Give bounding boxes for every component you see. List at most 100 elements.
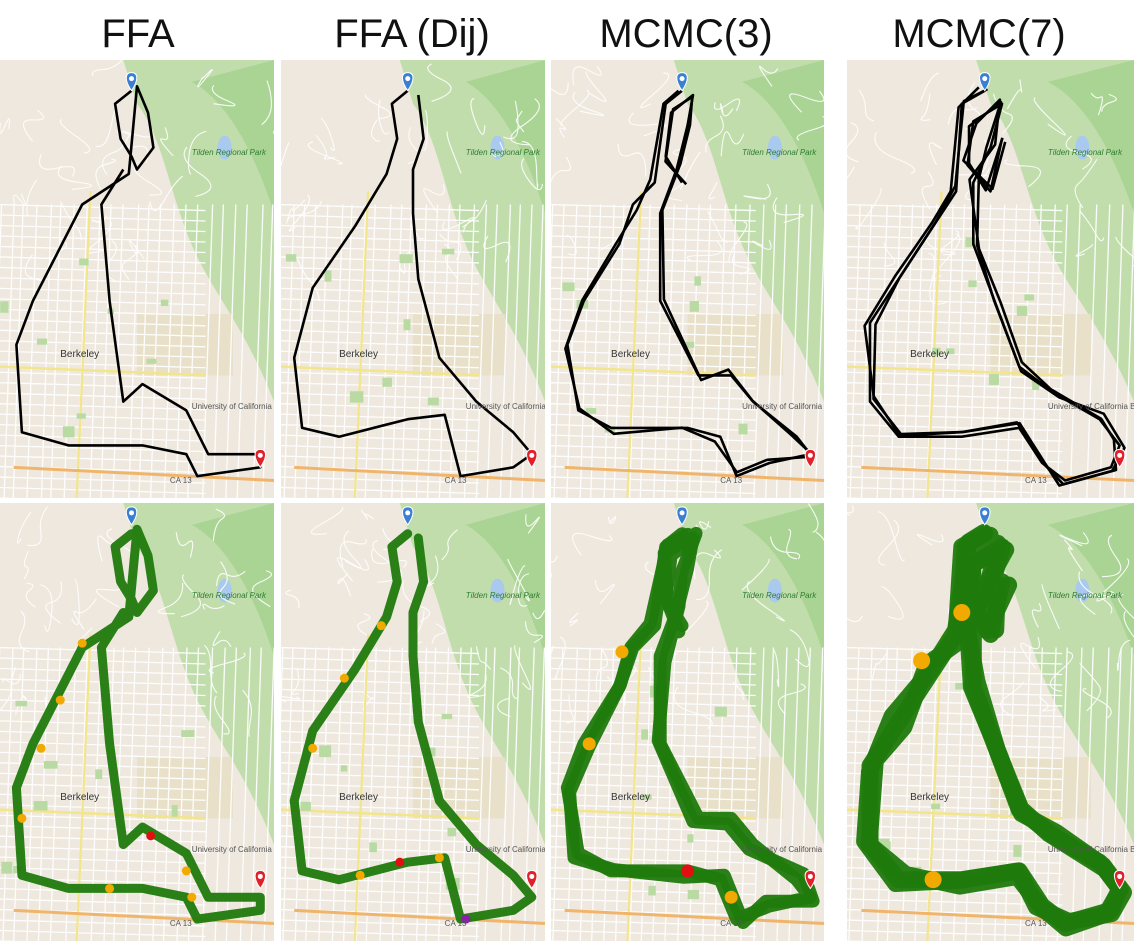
park-label: Tilden Regional Park xyxy=(465,147,540,157)
street-grid xyxy=(281,203,544,498)
small-park xyxy=(95,769,103,780)
speed-marker-orange xyxy=(181,866,191,876)
small-park xyxy=(988,374,999,385)
small-park xyxy=(441,248,455,255)
map-panel-ffa-dij-speed: Berkeley Tilden Regional Park University o… xyxy=(281,503,545,941)
major-road xyxy=(626,634,643,941)
small-park xyxy=(694,276,701,286)
map-panel-mcmc3-speed: Berkeley Tilden Regional Park University o… xyxy=(551,503,824,941)
small-park xyxy=(285,254,297,262)
small-park xyxy=(965,237,979,248)
map-panel-mcmc7-speed: Berkeley Tilden Regional Park University o… xyxy=(847,503,1134,941)
reservoir xyxy=(490,135,505,160)
speed-route xyxy=(563,526,820,929)
small-park xyxy=(76,413,86,419)
city-label: Berkeley xyxy=(60,349,100,361)
speed-marker-orange xyxy=(105,883,115,893)
small-park xyxy=(648,885,656,896)
highway-road xyxy=(564,908,824,925)
small-park xyxy=(340,765,348,772)
city-label: Berkeley xyxy=(611,349,650,361)
park-label: Tilden Regional Park xyxy=(1047,590,1123,600)
route-label: CA 13 xyxy=(169,476,192,486)
hill-streets xyxy=(0,60,274,283)
major-road xyxy=(626,191,643,498)
speed-marker-orange xyxy=(77,638,87,648)
small-park xyxy=(319,745,332,758)
title-mcmc7: MCMC(7) xyxy=(892,12,1066,56)
university-label: University of California Berkeley xyxy=(1047,401,1134,411)
speed-marker-orange xyxy=(376,621,386,631)
park-area xyxy=(1047,503,1134,657)
university-label: University of California Berkeley xyxy=(191,844,274,854)
major-road xyxy=(353,191,370,498)
park-area xyxy=(191,503,274,657)
university-label: University of California Berkeley xyxy=(465,844,545,854)
speed-marker-orange xyxy=(36,743,46,753)
small-park xyxy=(369,842,377,853)
small-park xyxy=(1016,306,1028,316)
major-road xyxy=(0,808,206,820)
reservoir xyxy=(490,578,505,603)
major-road xyxy=(75,191,92,498)
small-park xyxy=(689,301,699,312)
reservoir xyxy=(217,135,232,160)
small-park xyxy=(968,280,977,288)
start-marker xyxy=(125,506,138,526)
speed-marker-orange xyxy=(17,813,27,823)
speed-marker-orange xyxy=(582,737,596,751)
start-marker xyxy=(979,506,991,526)
small-park xyxy=(877,838,890,846)
end-marker xyxy=(254,869,267,890)
start-marker xyxy=(676,72,688,92)
start-marker xyxy=(979,72,991,92)
start-marker xyxy=(125,72,138,92)
major-road xyxy=(551,365,756,377)
small-park xyxy=(146,358,157,364)
university-label: University of California Berkeley xyxy=(191,401,274,411)
route-path xyxy=(292,89,534,478)
speed-marker-orange xyxy=(355,870,365,880)
city-label: Berkeley xyxy=(910,349,950,361)
small-park xyxy=(43,760,58,769)
title-mcmc3: MCMC(3) xyxy=(599,12,773,56)
small-park xyxy=(62,426,75,438)
major-road xyxy=(0,365,206,377)
small-park xyxy=(181,730,195,737)
route-label: CA 13 xyxy=(1024,919,1047,929)
park-label: Tilden Regional Park xyxy=(742,147,817,157)
small-park xyxy=(36,338,48,345)
map-panel-mcmc3-route: Berkeley Tilden Regional Park University o… xyxy=(551,60,824,498)
small-park xyxy=(738,423,748,435)
small-park xyxy=(684,341,695,348)
reservoir xyxy=(767,135,782,160)
park-label: Tilden Regional Park xyxy=(191,590,266,600)
city-label: Berkeley xyxy=(60,792,100,804)
park-label: Tilden Regional Park xyxy=(1047,147,1123,157)
small-park xyxy=(687,889,699,900)
park-area xyxy=(1047,60,1134,214)
route-label: CA 13 xyxy=(444,919,467,929)
park-area xyxy=(742,503,824,657)
speed-marker-orange xyxy=(724,890,738,904)
end-marker xyxy=(1113,448,1126,469)
park-area xyxy=(465,503,545,657)
park-area xyxy=(742,60,824,214)
route-label: CA 13 xyxy=(169,919,192,929)
city-label: Berkeley xyxy=(910,792,950,804)
route-label: CA 13 xyxy=(1024,476,1047,486)
university-label: University of California Berkeley xyxy=(465,401,545,411)
route-label: CA 13 xyxy=(720,476,743,486)
highway-road xyxy=(294,908,545,925)
university-label: University of California Berkeley xyxy=(1047,844,1134,854)
small-park xyxy=(160,299,169,307)
city-label: Berkeley xyxy=(339,349,378,361)
reservoir xyxy=(1075,135,1090,160)
major-road xyxy=(281,365,480,377)
small-park xyxy=(687,834,694,843)
speed-marker-red xyxy=(681,864,694,878)
small-park xyxy=(33,801,48,811)
route-label: CA 13 xyxy=(444,476,467,486)
street-grid xyxy=(847,203,1134,498)
park-label: Tilden Regional Park xyxy=(742,590,817,600)
